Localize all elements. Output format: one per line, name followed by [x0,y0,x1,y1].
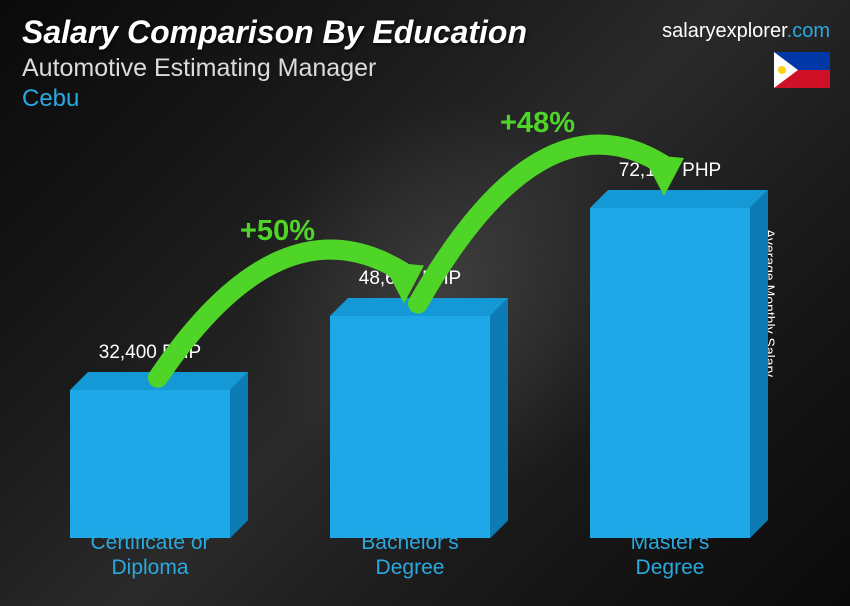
category-label: Master'sDegree [570,530,770,580]
bar-3d [330,298,508,538]
brand-logo: salaryexplorer.com [662,20,830,43]
category-label: Bachelor'sDegree [310,530,510,580]
bar-value-label: 32,400 PHP [60,342,240,364]
bar-group: 72,100 PHP [590,190,768,538]
arrow-percent-label: +50% [240,215,315,248]
bar-3d [70,372,248,538]
bar-3d [590,190,768,538]
bar-group: 32,400 PHP [70,372,248,538]
chart-title: Salary Comparison By Education [22,14,527,51]
arrow-percent-label: +48% [500,107,575,140]
bar-value-label: 72,100 PHP [580,160,760,182]
brand-suffix: .com [787,20,830,42]
chart-subtitle: Automotive Estimating Manager [22,54,527,83]
header: Salary Comparison By Education Automotiv… [22,14,527,113]
chart-area: 32,400 PHP 48,600 PHP 72,100 PHP [70,148,770,538]
bar-group: 48,600 PHP [330,298,508,538]
brand-name: salaryexplorer [662,20,787,42]
flag-sun [778,66,786,74]
bar-value-label: 48,600 PHP [320,268,500,290]
chart-location: Cebu [22,85,527,113]
flag-icon [774,52,830,88]
category-label: Certificate orDiploma [50,530,250,580]
